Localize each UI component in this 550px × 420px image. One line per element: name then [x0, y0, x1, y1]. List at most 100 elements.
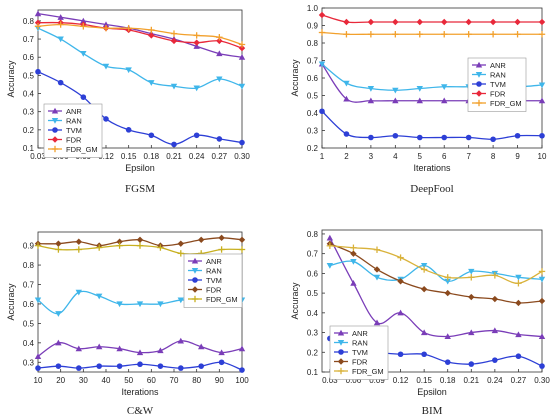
- data-point: [198, 363, 204, 369]
- data-point: [148, 132, 155, 139]
- data-point: [125, 127, 132, 133]
- data-point: [368, 134, 374, 141]
- legend-marker: [337, 329, 345, 336]
- data-point: [80, 23, 87, 30]
- data-point: [177, 240, 184, 247]
- legend-marker: [51, 145, 59, 153]
- series-tvm: [35, 68, 245, 148]
- data-point: [55, 246, 62, 253]
- series-anr: [34, 10, 246, 60]
- data-point: [80, 17, 87, 24]
- data-point: [515, 331, 522, 338]
- data-point: [137, 361, 143, 368]
- data-point: [441, 97, 448, 104]
- x-tick-label: 30: [79, 376, 88, 385]
- x-tick-label: 70: [170, 376, 179, 385]
- data-point: [178, 365, 184, 371]
- y-tick-label: 0.1: [307, 368, 319, 377]
- legend-marker: [51, 117, 59, 124]
- x-tick-label: 0.12: [393, 376, 409, 385]
- y-tick-label: 0.8: [23, 17, 35, 26]
- x-axis-label: Epsilon: [417, 387, 447, 397]
- data-point: [539, 363, 545, 369]
- data-point: [468, 268, 475, 275]
- series-fdr: [326, 240, 546, 307]
- data-point: [136, 242, 144, 249]
- legend-marker: [337, 339, 345, 346]
- chart-panel-2: 0.3 0.4 0.5 0.6 0.7 0.8 0.9 10 20 30 40 50 60 70 80 90 1…: [6, 231, 249, 417]
- series-tvm: [35, 359, 245, 373]
- series-anr: [326, 234, 546, 340]
- y-tick-label: 0.6: [307, 74, 319, 83]
- data-point: [444, 289, 451, 297]
- y-tick-label: 0.3: [307, 127, 319, 136]
- y-tick-label: 0.6: [307, 269, 319, 278]
- data-point: [468, 329, 475, 336]
- data-point: [397, 254, 404, 261]
- data-point: [34, 19, 42, 26]
- data-point: [318, 29, 326, 36]
- chart-caption: DeepFool: [410, 183, 453, 195]
- data-point: [238, 44, 246, 52]
- data-point: [116, 301, 123, 308]
- y-tick-label: 0.3: [23, 108, 35, 117]
- legend-entry: FDR_GM: [66, 145, 98, 154]
- data-point: [343, 31, 350, 38]
- x-tick-label: 20: [56, 376, 65, 385]
- data-point: [350, 244, 357, 251]
- legend-marker: [52, 127, 58, 133]
- data-point: [326, 242, 334, 249]
- data-point: [367, 31, 375, 38]
- data-point: [177, 297, 184, 304]
- data-point: [392, 31, 399, 38]
- x-tick-label: 6: [442, 152, 447, 161]
- y-tick-label: 0.5: [307, 92, 319, 101]
- x-axis-label: Iterations: [121, 387, 159, 397]
- chart-panel-0: 0.10.20.30.40.50.60.70.80.030.060.090.12…: [6, 9, 250, 195]
- data-point: [539, 132, 545, 139]
- data-point: [420, 285, 428, 293]
- x-axis-label: Iterations: [413, 163, 451, 173]
- data-point: [397, 309, 404, 316]
- series-line: [37, 21, 243, 49]
- series-line: [329, 243, 543, 304]
- x-tick-label: 0.09: [369, 376, 385, 385]
- legend-entry: RAN: [352, 338, 368, 347]
- data-point: [397, 351, 404, 358]
- data-point: [57, 36, 64, 43]
- legend-entry: TVM: [206, 276, 222, 285]
- x-tick-label: 0.15: [416, 376, 432, 385]
- data-point: [35, 68, 41, 75]
- data-point: [75, 246, 82, 253]
- data-point: [55, 363, 62, 369]
- x-tick-label: 60: [147, 376, 156, 385]
- legend-entry: TVM: [352, 348, 368, 357]
- series-line: [329, 237, 543, 338]
- data-point: [416, 97, 423, 104]
- y-tick-label: 0.3: [307, 329, 319, 338]
- data-point: [157, 244, 164, 251]
- data-point: [96, 244, 103, 251]
- legend-entry: ANR: [490, 61, 506, 70]
- data-point: [218, 246, 225, 253]
- legend-entry: FDR_GM: [490, 99, 522, 108]
- series-fdr-gm: [34, 242, 246, 257]
- data-point: [444, 359, 451, 365]
- data-point: [538, 297, 546, 305]
- legend-marker: [475, 99, 483, 107]
- data-point: [465, 134, 472, 141]
- data-point: [468, 361, 475, 367]
- x-tick-label: 0.18: [144, 152, 160, 161]
- data-point: [216, 37, 223, 45]
- data-point: [57, 21, 64, 28]
- y-tick-label: 0.4: [23, 90, 35, 99]
- data-point: [136, 236, 144, 243]
- y-tick-label: 0.4: [307, 309, 319, 318]
- legend-marker: [337, 358, 345, 365]
- legend-marker: [475, 90, 483, 97]
- data-point: [491, 295, 499, 303]
- data-point: [491, 272, 499, 279]
- data-point: [538, 31, 546, 38]
- data-point: [421, 351, 427, 358]
